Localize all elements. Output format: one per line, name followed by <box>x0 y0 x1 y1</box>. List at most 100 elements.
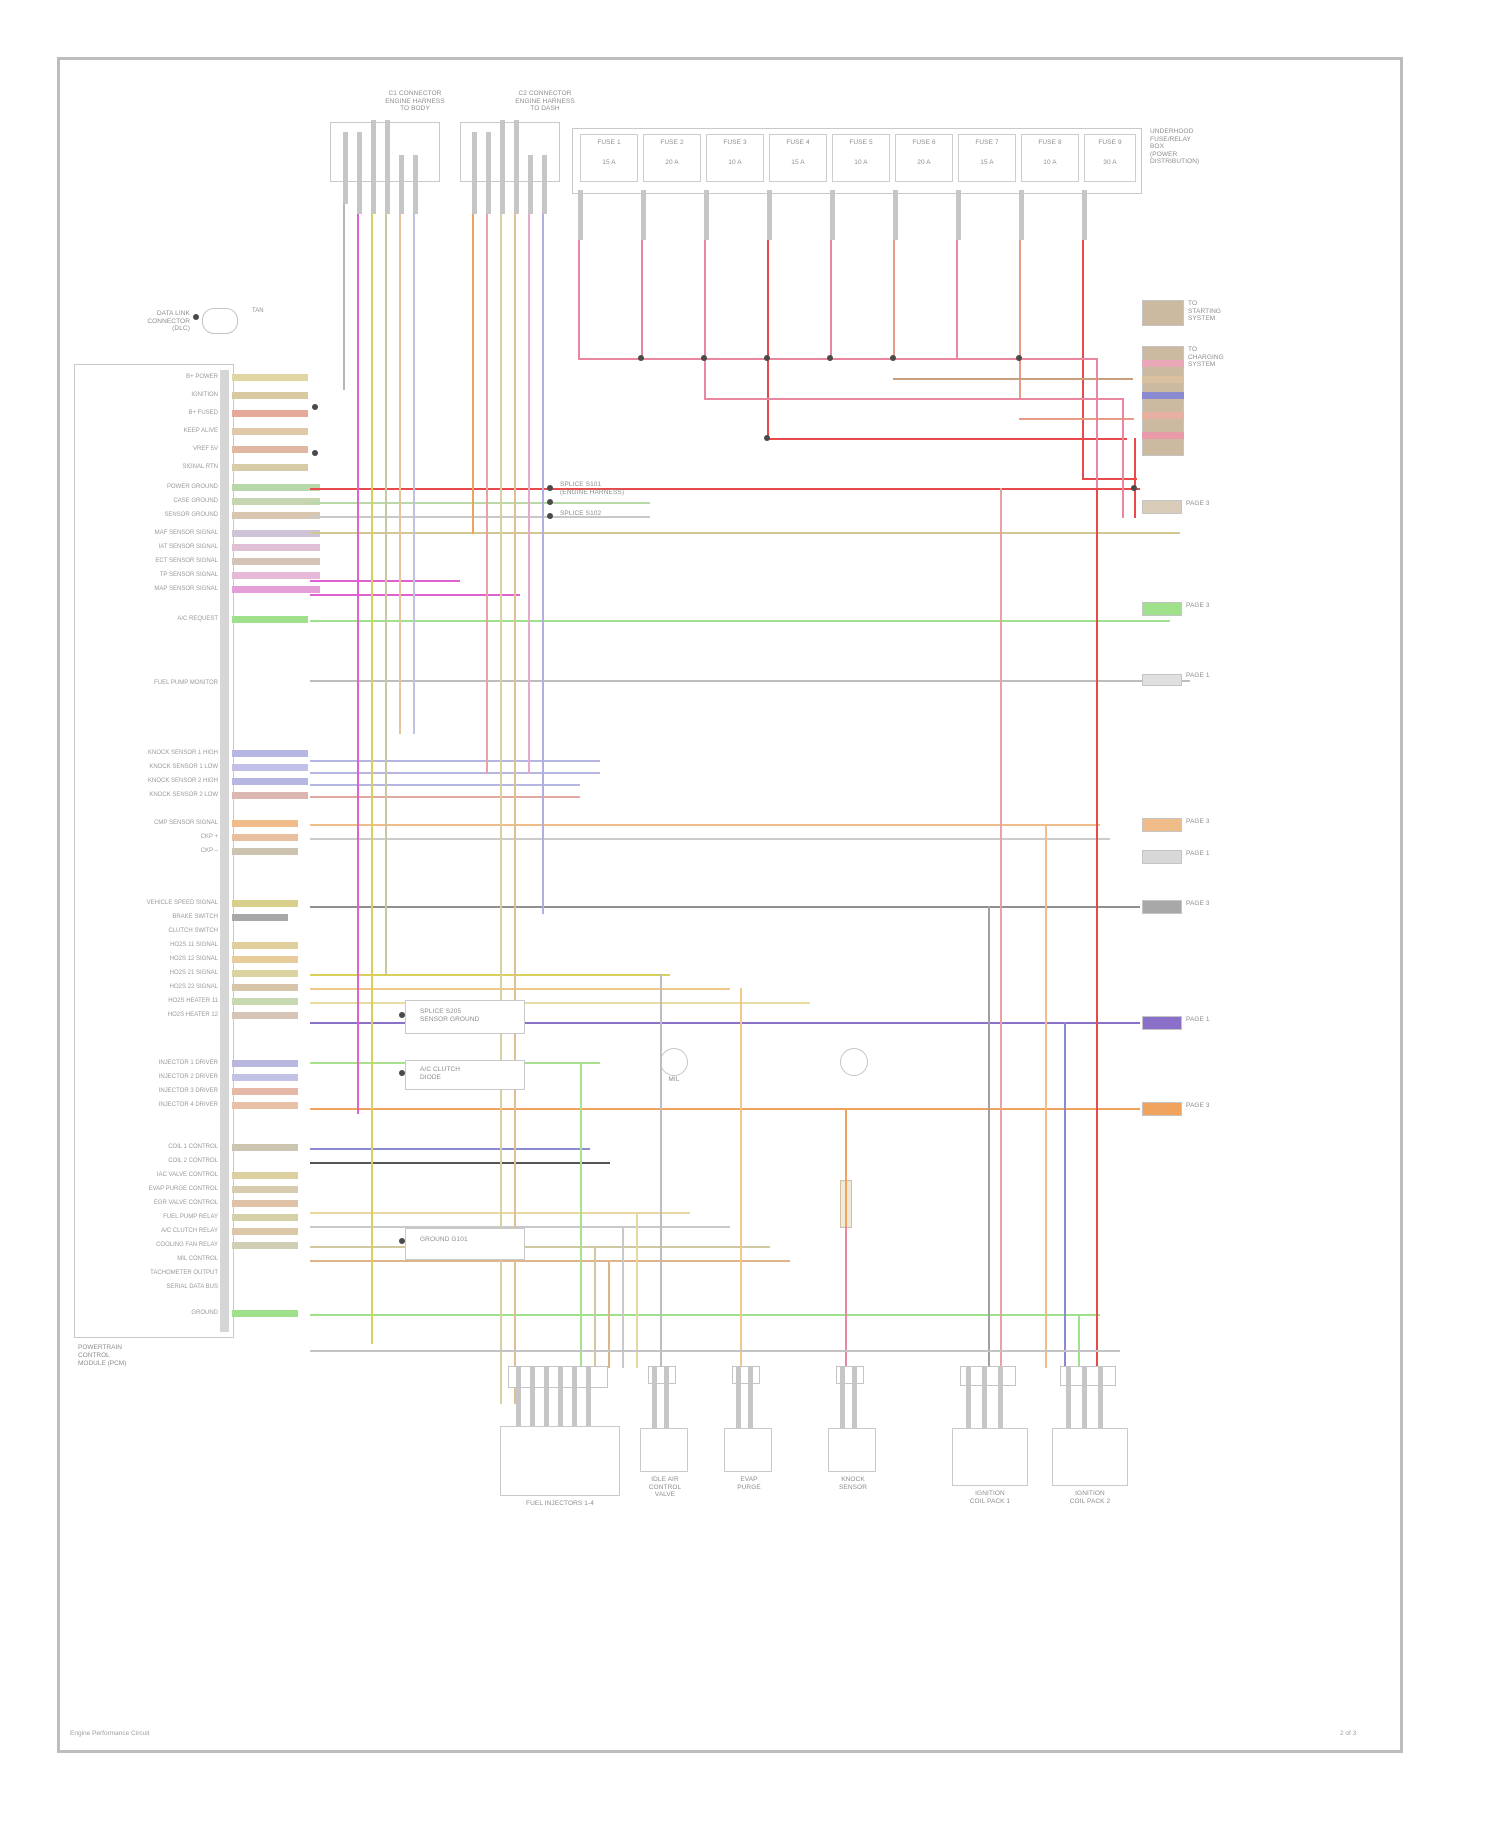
annotation-fan-relay: SPLICE S205 SENSOR GROUND <box>420 1008 480 1023</box>
fuse-2[interactable] <box>643 134 701 182</box>
ground-g101-note <box>405 1228 525 1260</box>
ignition-coil-2-body <box>1052 1428 1128 1486</box>
right-connector-label-7: PAGE 3 <box>1186 900 1210 907</box>
pcm-pin-label: HO2S HEATER 12 <box>167 1012 218 1018</box>
wire-swatch <box>232 764 308 771</box>
right-connector-starting[interactable] <box>1142 300 1184 326</box>
wire-swatch <box>232 848 298 855</box>
connector-terminal <box>357 132 362 214</box>
fuse-5[interactable] <box>832 134 890 182</box>
dlc-symbol[interactable] <box>202 308 238 334</box>
connector-terminal <box>371 120 376 214</box>
wire-swatch <box>232 1172 298 1179</box>
pcm-pin-label: BRAKE SWITCH <box>172 914 218 920</box>
pcm-pin-label: FUEL PUMP MONITOR <box>154 680 218 686</box>
fuse-9[interactable] <box>1084 134 1136 182</box>
wire-run <box>514 214 516 1404</box>
right-connector-page-ref-3[interactable] <box>1142 602 1182 616</box>
wire-run <box>385 214 387 974</box>
fuse-8[interactable] <box>1021 134 1079 182</box>
wire-swatch <box>232 1228 298 1235</box>
wire-run <box>1045 824 1047 1368</box>
wire-swatch <box>232 1200 298 1207</box>
wire-swatch <box>232 792 308 799</box>
wire-run <box>1019 418 1134 420</box>
fuse-6[interactable] <box>895 134 953 182</box>
fuse-1[interactable] <box>580 134 638 182</box>
right-connector-page-ref-5[interactable] <box>1142 818 1182 832</box>
pcm-pin-label: CLUTCH SWITCH <box>168 928 218 934</box>
wire-run <box>830 240 832 360</box>
mil-lamp-icon <box>660 1048 688 1076</box>
right-connector-page-ref-4[interactable] <box>1142 674 1182 686</box>
connector-terminal <box>1082 1366 1087 1428</box>
fuse-box-caption: UNDERHOOD FUSE/RELAY BOX (POWER DISTRIBU… <box>1150 128 1200 165</box>
wire-swatch <box>232 392 308 399</box>
connector-terminal <box>982 1366 987 1428</box>
wire-run <box>622 1226 624 1368</box>
fuse-terminal <box>767 190 772 240</box>
wire-run <box>956 240 958 360</box>
fuse-id-0: FUSE 1 <box>597 139 621 146</box>
wire-swatch <box>232 484 320 491</box>
wire-run <box>542 214 544 914</box>
fuse-id-6: FUSE 7 <box>975 139 999 146</box>
right-connector-page-ref-6[interactable] <box>1142 850 1182 864</box>
connector-terminal <box>966 1366 971 1428</box>
ignition-coil-1-body <box>952 1428 1028 1486</box>
pcm-pin-label: CASE GROUND <box>173 498 218 504</box>
mil-label: MIL <box>668 1076 680 1083</box>
right-connector-page-ref-9[interactable] <box>1142 1102 1182 1116</box>
bottom-component-label-1: IDLE AIR CONTROL VALVE <box>648 1476 682 1498</box>
connector-terminal <box>514 120 519 214</box>
dlc-wire-color: TAN <box>252 308 264 314</box>
wire-run <box>310 1350 1120 1352</box>
connector-terminal <box>572 1366 577 1426</box>
fuse-7[interactable] <box>958 134 1016 182</box>
pcm-pin-label: EGR VALVE CONTROL <box>153 1200 218 1206</box>
fuse-id-7: FUSE 8 <box>1038 139 1062 146</box>
pcm-pin-label: SERIAL DATA BUS <box>166 1284 218 1290</box>
right-connector-page-ref-2[interactable] <box>1142 500 1182 514</box>
wire-swatch <box>232 446 308 453</box>
right-connector-page-ref-8[interactable] <box>1142 1016 1182 1030</box>
splice-dot <box>764 355 770 361</box>
wire-run <box>310 502 650 504</box>
right-connector-label-5: PAGE 3 <box>1186 818 1210 825</box>
wire-swatch <box>232 1214 298 1221</box>
wire-swatch <box>232 572 320 579</box>
wire-run <box>486 214 488 774</box>
wire-swatch <box>232 750 308 757</box>
wire-run <box>1082 240 1084 480</box>
wire-run <box>357 214 359 1114</box>
annotation-ac-clutch-diode: A/C CLUTCH DIODE <box>420 1066 461 1081</box>
wire-run <box>1078 1314 1080 1368</box>
wire-run <box>767 438 1127 440</box>
fuse-3[interactable] <box>706 134 764 182</box>
wire-run <box>578 240 580 360</box>
pcm-pin-label: A/C CLUTCH RELAY <box>161 1228 218 1234</box>
high-speed-fan-relay[interactable] <box>405 1000 525 1034</box>
wire-run <box>310 1148 590 1150</box>
connector-terminal <box>736 1366 741 1428</box>
connector-terminal <box>413 155 418 214</box>
right-connector-label-6: PAGE 1 <box>1186 850 1210 857</box>
wire-run <box>310 1246 770 1248</box>
pcm-pin-label: HO2S 11 SIGNAL <box>170 942 218 948</box>
fuse-4[interactable] <box>769 134 827 182</box>
wire-run <box>845 1226 847 1368</box>
pcm-pin-label: MIL CONTROL <box>177 1256 218 1262</box>
splice-dot <box>312 404 318 410</box>
wire-run <box>310 824 1100 826</box>
iac-valve-body <box>640 1428 688 1472</box>
bottom-component-label-5: IGNITION COIL PACK 2 <box>1069 1490 1111 1505</box>
pcm-pin-label: INJECTOR 4 DRIVER <box>158 1102 218 1108</box>
right-connector-label-8: PAGE 1 <box>1186 1016 1210 1023</box>
wire-run <box>310 784 580 786</box>
annotation-ground-g101: GROUND G101 <box>420 1236 468 1243</box>
fuse-id-8: FUSE 9 <box>1098 139 1122 146</box>
right-connector-page-ref-7[interactable] <box>1142 900 1182 914</box>
splice-dot <box>827 355 833 361</box>
connector-terminal <box>530 1366 535 1426</box>
right-connector-label-9: PAGE 3 <box>1186 1102 1210 1109</box>
